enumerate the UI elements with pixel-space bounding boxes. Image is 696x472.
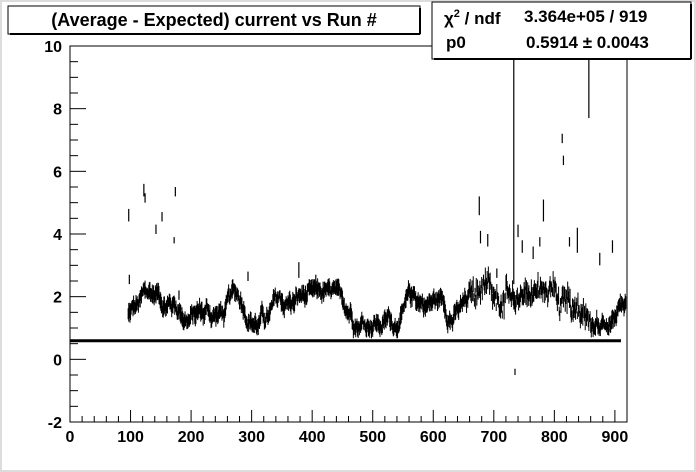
x-tick-label: 500: [359, 429, 386, 446]
data-series: [127, 46, 627, 375]
y-tick-label: 10: [44, 39, 62, 56]
chart-title: (Average - Expected) current vs Run #: [51, 10, 376, 30]
x-tick-label: 200: [178, 429, 205, 446]
y-tick-label: 8: [53, 102, 62, 119]
x-tick-label: 0: [66, 429, 75, 446]
y-tick-label: -2: [48, 415, 62, 432]
stats-box: χ2 / ndf 3.364e+05 / 919 p0 0.5914 ± 0.0…: [431, 1, 692, 60]
y-tick-label: 6: [53, 164, 62, 181]
chi2-ndf-label: χ2 / ndf: [444, 8, 501, 28]
x-tick-label: 300: [238, 429, 265, 446]
y-tick-label: 2: [53, 290, 62, 307]
plot-frame: [69, 45, 628, 423]
chi2-ndf-value: 3.364e+05 / 919: [524, 7, 647, 26]
p0-value: 0.5914 ± 0.0043: [526, 33, 649, 52]
p0-label: p0: [446, 33, 466, 52]
y-tick-label: 4: [53, 227, 62, 244]
axis-ticks: [69, 45, 628, 423]
x-tick-label: 400: [299, 429, 326, 446]
x-tick-label: 900: [602, 429, 629, 446]
y-tick-label: 0: [53, 352, 62, 369]
x-tick-label: 800: [541, 429, 568, 446]
x-tick-label: 700: [480, 429, 507, 446]
title-box: (Average - Expected) current vs Run #: [7, 5, 421, 35]
x-tick-label: 600: [420, 429, 447, 446]
x-tick-label: 100: [117, 429, 144, 446]
